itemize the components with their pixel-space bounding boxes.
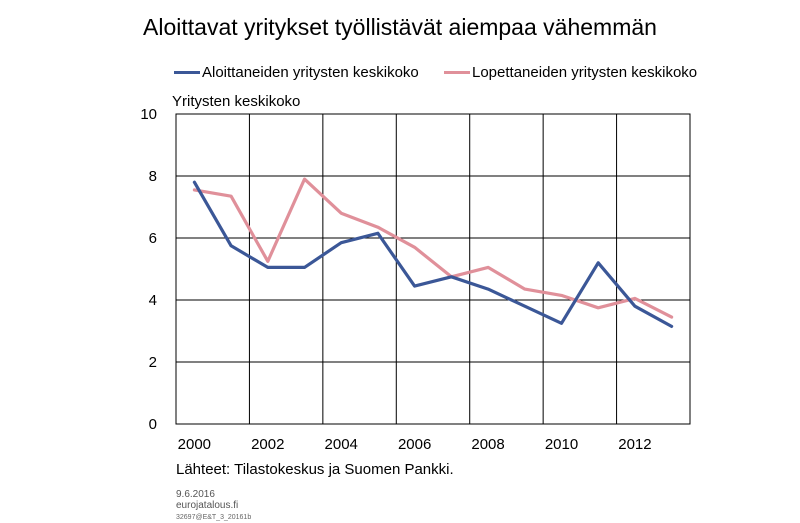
plot-frame bbox=[175, 113, 691, 425]
series-line-1 bbox=[192, 180, 674, 328]
x-tick-label: 2006 bbox=[398, 436, 431, 453]
y-axis-label: Yritysten keskikoko bbox=[172, 93, 301, 110]
series-line-2 bbox=[192, 177, 674, 319]
x-tick-label: 2004 bbox=[325, 436, 358, 453]
legend-label-series-2: Lopettaneiden yritysten keskikoko bbox=[472, 64, 698, 81]
y-tick-label: 2 bbox=[149, 354, 157, 371]
chart-title: Aloittavat yritykset työllistävät aiempa… bbox=[143, 14, 657, 40]
legend-swatch-series-2 bbox=[444, 71, 470, 74]
x-tick-label: 2000 bbox=[178, 436, 211, 453]
legend-swatch-series-1 bbox=[174, 71, 200, 74]
y-tick-label: 0 bbox=[149, 416, 157, 433]
legend-item-series-2: Lopettaneiden yritysten keskikoko bbox=[444, 64, 697, 81]
y-tick-label: 10 bbox=[140, 106, 157, 123]
y-tick-label: 4 bbox=[149, 292, 157, 309]
legend-label-series-1: Aloittaneiden yritysten keskikoko bbox=[202, 64, 419, 81]
x-tick-label: 2002 bbox=[251, 436, 284, 453]
x-tick-label: 2010 bbox=[545, 436, 578, 453]
legend-item-series-1: Aloittaneiden yritysten keskikoko bbox=[174, 64, 419, 81]
x-tick-label: 2012 bbox=[618, 436, 651, 453]
source-note: Lähteet: Tilastokeskus ja Suomen Pankki. bbox=[176, 461, 454, 478]
chart-code: 32697@E&T_3_20161b bbox=[176, 514, 252, 521]
publish-date: 9.6.2016 bbox=[176, 489, 215, 500]
y-tick-label: 6 bbox=[149, 230, 157, 247]
site-name: eurojatalous.fi bbox=[176, 500, 239, 511]
y-tick-label: 8 bbox=[149, 168, 157, 185]
legend: Aloittaneiden yritysten keskikoko Lopett… bbox=[0, 64, 800, 86]
x-tick-label: 2008 bbox=[471, 436, 504, 453]
